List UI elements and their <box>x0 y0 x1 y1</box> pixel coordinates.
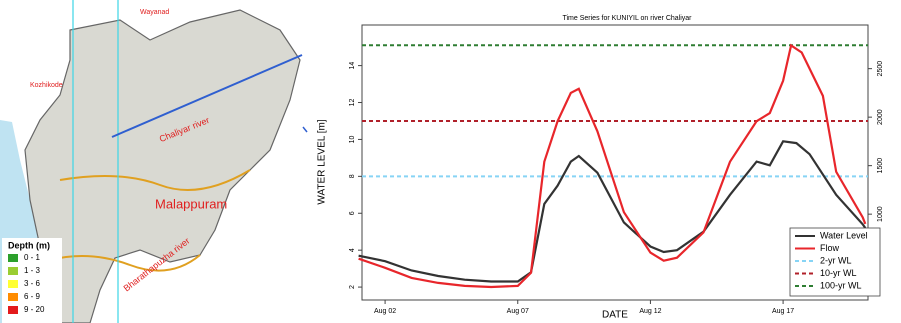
legend-label: 2-yr WL <box>820 255 852 265</box>
depth-swatch <box>8 280 18 288</box>
map-label: Kozhikode <box>30 82 63 89</box>
depth-swatch <box>8 293 18 301</box>
y-tick-label: 14 <box>349 62 356 70</box>
y-tick-label: 10 <box>349 135 356 143</box>
chart-title: Time Series for KUNIYIL on river Chaliya… <box>562 15 692 22</box>
series-line <box>359 45 866 287</box>
x-tick-label: Aug 17 <box>772 308 794 315</box>
x-tick-label: Aug 02 <box>374 308 396 315</box>
depth-swatch <box>8 267 18 275</box>
depth-label: 9 - 20 <box>24 305 45 314</box>
y-tick-label: 2 <box>349 285 356 289</box>
y2-tick-label: 2500 <box>877 61 884 77</box>
map-label: Malappuram <box>155 196 227 211</box>
map-label: Wayanad <box>140 9 169 16</box>
x-tick-label: Aug 12 <box>639 308 661 315</box>
y2-tick-label: 2000 <box>877 109 884 125</box>
y-axis-label: WATER LEVEL [m] <box>317 119 328 204</box>
y-tick-label: 6 <box>349 211 356 215</box>
y-tick-label: 4 <box>349 248 356 252</box>
y-tick-label: 8 <box>349 174 356 178</box>
legend-label: Water Level <box>820 230 868 240</box>
y-tick-label: 12 <box>349 99 356 107</box>
y2-tick-label: 1500 <box>877 158 884 174</box>
depth-swatch <box>8 254 18 262</box>
depth-label: 3 - 6 <box>24 279 41 288</box>
page: Wayanad Kozhikode Chaliyar river Malappu… <box>0 0 901 323</box>
depth-swatch <box>8 306 18 314</box>
legend-label: Flow <box>820 243 840 253</box>
depth-label: 1 - 3 <box>24 266 41 275</box>
depth-label: 0 - 1 <box>24 253 41 262</box>
x-axis-label: DATE <box>602 310 628 321</box>
y2-tick-label: 1000 <box>877 206 884 222</box>
legend-label: 100-yr WL <box>820 280 862 290</box>
legend-label: 10-yr WL <box>820 268 857 278</box>
map: Wayanad Kozhikode Chaliyar river Malappu… <box>0 0 310 323</box>
x-tick-label: Aug 07 <box>507 308 529 315</box>
series-line <box>359 141 866 281</box>
depth-legend-title: Depth (m) <box>8 240 50 250</box>
depth-label: 6 - 9 <box>24 292 41 301</box>
